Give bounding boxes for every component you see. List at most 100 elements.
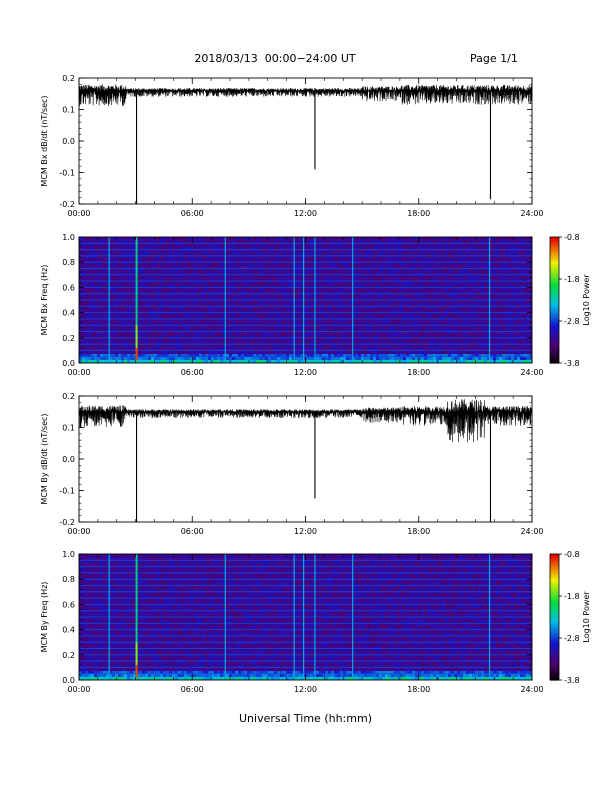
heatmap-cell	[397, 309, 400, 312]
heatmap-cell	[277, 285, 280, 288]
heatmap-cell	[307, 243, 310, 246]
heatmap-cell	[340, 309, 343, 312]
heatmap-cell	[103, 306, 106, 309]
heatmap-cell	[448, 321, 451, 324]
heatmap-cell	[487, 303, 490, 306]
heatmap-cell	[88, 315, 91, 318]
heatmap-cell	[319, 312, 322, 315]
heatmap-cell	[145, 255, 148, 258]
heatmap-cell	[409, 300, 412, 303]
heatmap-cell	[202, 282, 205, 285]
heatmap-cell	[343, 288, 346, 291]
heatmap-cell	[79, 300, 82, 303]
heatmap-cell	[358, 318, 361, 321]
heatmap-cell	[496, 240, 499, 243]
heatmap-cell	[106, 333, 109, 336]
heatmap-cell	[118, 285, 121, 288]
heatmap-cell	[190, 255, 193, 258]
heatmap-cell	[334, 309, 337, 312]
heatmap-cell	[124, 297, 127, 300]
heatmap-cell	[88, 255, 91, 258]
heatmap-cell	[100, 237, 103, 240]
heatmap-cell	[424, 291, 427, 294]
heatmap-cell	[94, 282, 97, 285]
heatmap-cell	[172, 252, 175, 255]
heatmap-cell	[337, 285, 340, 288]
heatmap-cell	[241, 309, 244, 312]
heatmap-cell	[424, 297, 427, 300]
heatmap-cell	[472, 288, 475, 291]
heatmap-cell	[439, 264, 442, 267]
heatmap-cell	[481, 249, 484, 252]
heatmap-cell	[103, 249, 106, 252]
heatmap-cell	[193, 258, 196, 261]
heatmap-cell	[190, 312, 193, 315]
heatmap-cell	[112, 306, 115, 309]
heatmap-cell	[280, 243, 283, 246]
heatmap-cell	[487, 327, 490, 330]
heatmap-cell	[352, 294, 355, 297]
heatmap-cell	[109, 243, 112, 246]
heatmap-cell	[271, 258, 274, 261]
heatmap-cell	[304, 300, 307, 303]
heatmap-cell	[133, 297, 136, 300]
heatmap-cell	[187, 276, 190, 279]
heatmap-cell	[487, 321, 490, 324]
heatmap-cell	[511, 294, 514, 297]
heatmap-cell	[187, 318, 190, 321]
heatmap-cell	[391, 249, 394, 252]
heatmap-cell	[91, 288, 94, 291]
heatmap-cell	[157, 309, 160, 312]
heatmap-cell	[475, 252, 478, 255]
heatmap-cell	[460, 306, 463, 309]
heatmap-cell	[88, 279, 91, 282]
heatmap-cell	[466, 306, 469, 309]
heatmap-cell	[148, 303, 151, 306]
heatmap-cell	[148, 240, 151, 243]
heatmap-cell	[346, 285, 349, 288]
heatmap-cell	[391, 255, 394, 258]
heatmap-cell	[118, 321, 121, 324]
heatmap-cell	[100, 279, 103, 282]
heatmap-cell	[106, 246, 109, 249]
heatmap-cell	[94, 288, 97, 291]
heatmap-cell	[343, 270, 346, 273]
heatmap-cell	[508, 294, 511, 297]
heatmap-cell	[370, 246, 373, 249]
heatmap-cell	[160, 291, 163, 294]
heatmap-cell	[400, 285, 403, 288]
heatmap-cell	[283, 264, 286, 267]
heatmap-cell	[193, 327, 196, 330]
heatmap-cell	[499, 306, 502, 309]
heatmap-cell	[367, 285, 370, 288]
heatmap-cell	[187, 315, 190, 318]
heatmap-cell	[388, 255, 391, 258]
heatmap-cell	[199, 303, 202, 306]
heatmap-cell	[358, 297, 361, 300]
heatmap-cell	[430, 276, 433, 279]
heatmap-cell	[331, 300, 334, 303]
heatmap-cell	[490, 279, 493, 282]
heatmap-cell	[337, 309, 340, 312]
heatmap-cell	[244, 306, 247, 309]
heatmap-cell	[454, 237, 457, 240]
heatmap-cell	[448, 237, 451, 240]
heatmap-cell	[343, 309, 346, 312]
heatmap-cell	[418, 258, 421, 261]
heatmap-cell	[514, 270, 517, 273]
heatmap-cell	[475, 327, 478, 330]
heatmap-cell	[265, 270, 268, 273]
heatmap-cell	[115, 297, 118, 300]
heatmap-cell	[511, 300, 514, 303]
heatmap-cell	[454, 318, 457, 321]
heatmap-cell	[202, 255, 205, 258]
heatmap-cell	[181, 246, 184, 249]
heatmap-cell	[427, 294, 430, 297]
heatmap-cell	[526, 315, 529, 318]
heatmap-cell	[478, 276, 481, 279]
heatmap-cell	[496, 249, 499, 252]
heatmap-cell	[304, 258, 307, 261]
heatmap-cell	[334, 249, 337, 252]
heatmap-cell	[220, 264, 223, 267]
heatmap-cell	[184, 285, 187, 288]
